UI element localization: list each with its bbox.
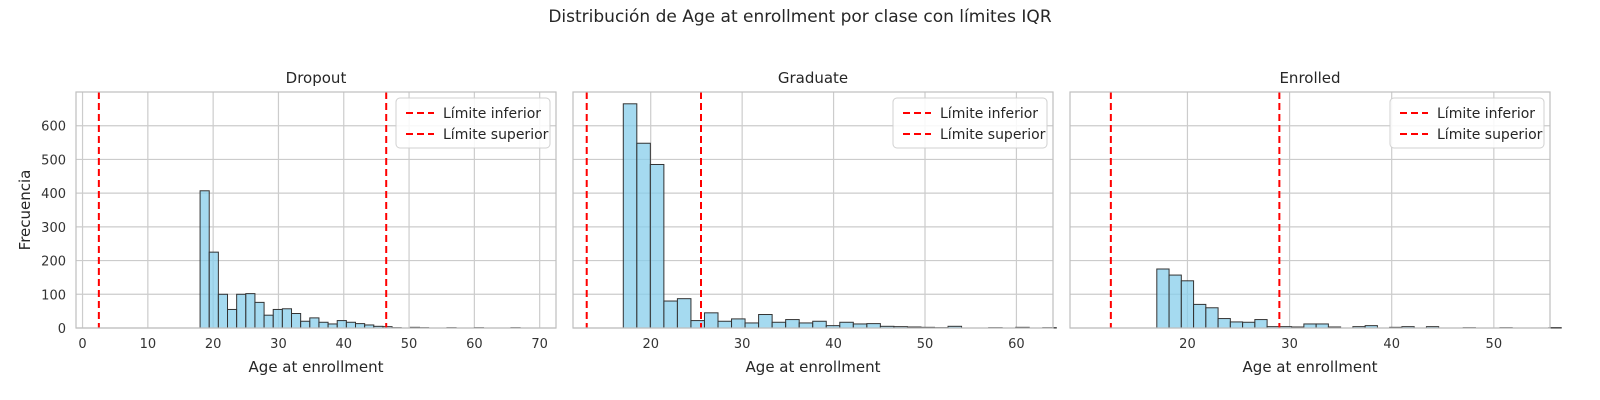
histogram-bar [1229, 321, 1244, 329]
histogram-bar [812, 320, 827, 329]
panel-title: Dropout [286, 69, 347, 87]
y-tick-label: 300 [41, 221, 66, 236]
histogram-bar [199, 190, 210, 329]
histogram-bar [1193, 303, 1207, 329]
plot-frame [1069, 91, 1551, 329]
histogram-bar [345, 321, 357, 329]
histogram-bar [336, 320, 347, 329]
histogram-bar [1303, 323, 1317, 329]
legend-entry: Límite inferior [940, 106, 1038, 122]
x-tick-label: 10 [140, 337, 157, 352]
y-tick-label: 100 [41, 288, 66, 303]
x-tick-label: 40 [335, 337, 352, 352]
panel-enrolled: 20 30 40 50 Enrolled Age at enrollment Límite … [1069, 69, 1562, 376]
histogram-bar [291, 313, 302, 329]
legend-entry: Límite superior [1437, 127, 1543, 143]
histogram-bar [785, 319, 800, 329]
y-tick-label: 200 [41, 255, 66, 270]
legend-entry: Límite inferior [443, 106, 541, 122]
histogram-bar [663, 300, 678, 329]
panel-title: Graduate [778, 69, 848, 87]
histogram-bar [217, 293, 229, 329]
panel-dropout: 0 10 20 30 40 50 60 70 0 100 200 300 400 500 600 Dropou… [16, 69, 557, 376]
histogram-bar [355, 323, 366, 329]
plot-frame [75, 91, 557, 329]
figure-title: Distribución de Age at enrollment por cl… [548, 7, 1051, 27]
x-tick-label: 30 [270, 337, 287, 352]
legend: Límite inferior Límite superior [1389, 97, 1545, 149]
y-axis-label: Frecuencia [16, 170, 34, 251]
histogram-bar [327, 323, 338, 329]
histogram-bar [636, 142, 651, 329]
y-tick-label: 500 [41, 153, 66, 168]
histogram-bar [272, 308, 283, 329]
histogram-bar [318, 321, 329, 329]
chart-panels: 0 10 20 30 40 50 60 70 0 100 200 300 400 500 600 Dropou… [16, 69, 1562, 376]
histogram-bar [300, 320, 311, 329]
histogram-bar [281, 308, 293, 329]
legend-box [892, 97, 1048, 149]
x-tick-label: 30 [734, 337, 751, 352]
panel-graduate: 20 30 40 50 60 Graduate Age at enrollment Límit… [572, 69, 1057, 376]
x-axis-label: Age at enrollment [1243, 358, 1378, 376]
histogram-bar [703, 312, 719, 329]
histogram-bar [622, 103, 638, 329]
histogram-bar [758, 314, 773, 329]
histogram-bar [254, 301, 265, 329]
legend-box [395, 97, 551, 149]
x-tick-label: 70 [531, 337, 548, 352]
legend-entry: Límite inferior [1437, 106, 1535, 122]
histogram-bar [1217, 318, 1231, 329]
histogram-bar [676, 298, 692, 329]
x-tick-label: 0 [78, 337, 86, 352]
x-tick-label: 50 [401, 337, 418, 352]
histogram-bar [1205, 307, 1219, 329]
y-tick-label: 600 [41, 120, 66, 135]
legend-entry: Límite superior [443, 127, 549, 143]
histogram-bar [839, 321, 854, 329]
panel-title: Enrolled [1279, 69, 1340, 87]
histogram-bar [798, 322, 814, 329]
y-tick-label: 0 [58, 322, 66, 337]
histogram-bar [852, 323, 868, 329]
y-tick-label: 400 [41, 187, 66, 202]
x-tick-label: 20 [205, 337, 222, 352]
histogram-bar [236, 293, 247, 329]
histogram-bar [1315, 323, 1329, 329]
plot-frame [572, 91, 1054, 329]
histogram-bar [1156, 268, 1170, 329]
x-tick-label: 40 [825, 337, 842, 352]
x-tick-label: 60 [1008, 337, 1025, 352]
histogram-bar [717, 320, 733, 329]
histogram-bar [744, 322, 760, 329]
histogram-bar [690, 320, 705, 329]
histogram-bar [731, 318, 746, 329]
histogram-bar [1242, 321, 1256, 329]
x-tick-label: 20 [1179, 337, 1196, 352]
legend-box [1389, 97, 1545, 149]
x-axis-label: Age at enrollment [249, 358, 384, 376]
histogram-bar [1254, 319, 1268, 329]
histogram-bar [866, 323, 881, 329]
histogram-bar [1180, 280, 1195, 329]
x-tick-label: 20 [642, 337, 659, 352]
legend-entry: Límite superior [940, 127, 1046, 143]
x-tick-label: 40 [1383, 337, 1400, 352]
x-tick-label: 50 [917, 337, 934, 352]
x-tick-label: 30 [1281, 337, 1298, 352]
histogram-bar [208, 251, 219, 329]
x-tick-label: 60 [466, 337, 483, 352]
legend: Límite inferior Límite superior [892, 97, 1048, 149]
x-axis-label: Age at enrollment [746, 358, 881, 376]
histogram-bar [771, 321, 787, 329]
histogram-bar [227, 308, 238, 329]
histogram-bar [245, 293, 256, 329]
histogram-bar [263, 314, 274, 329]
histogram-bar [1168, 274, 1182, 329]
legend: Límite inferior Límite superior [395, 97, 551, 149]
histogram-bar [309, 317, 320, 329]
histogram-bar [649, 163, 665, 329]
x-tick-label: 50 [1486, 337, 1503, 352]
